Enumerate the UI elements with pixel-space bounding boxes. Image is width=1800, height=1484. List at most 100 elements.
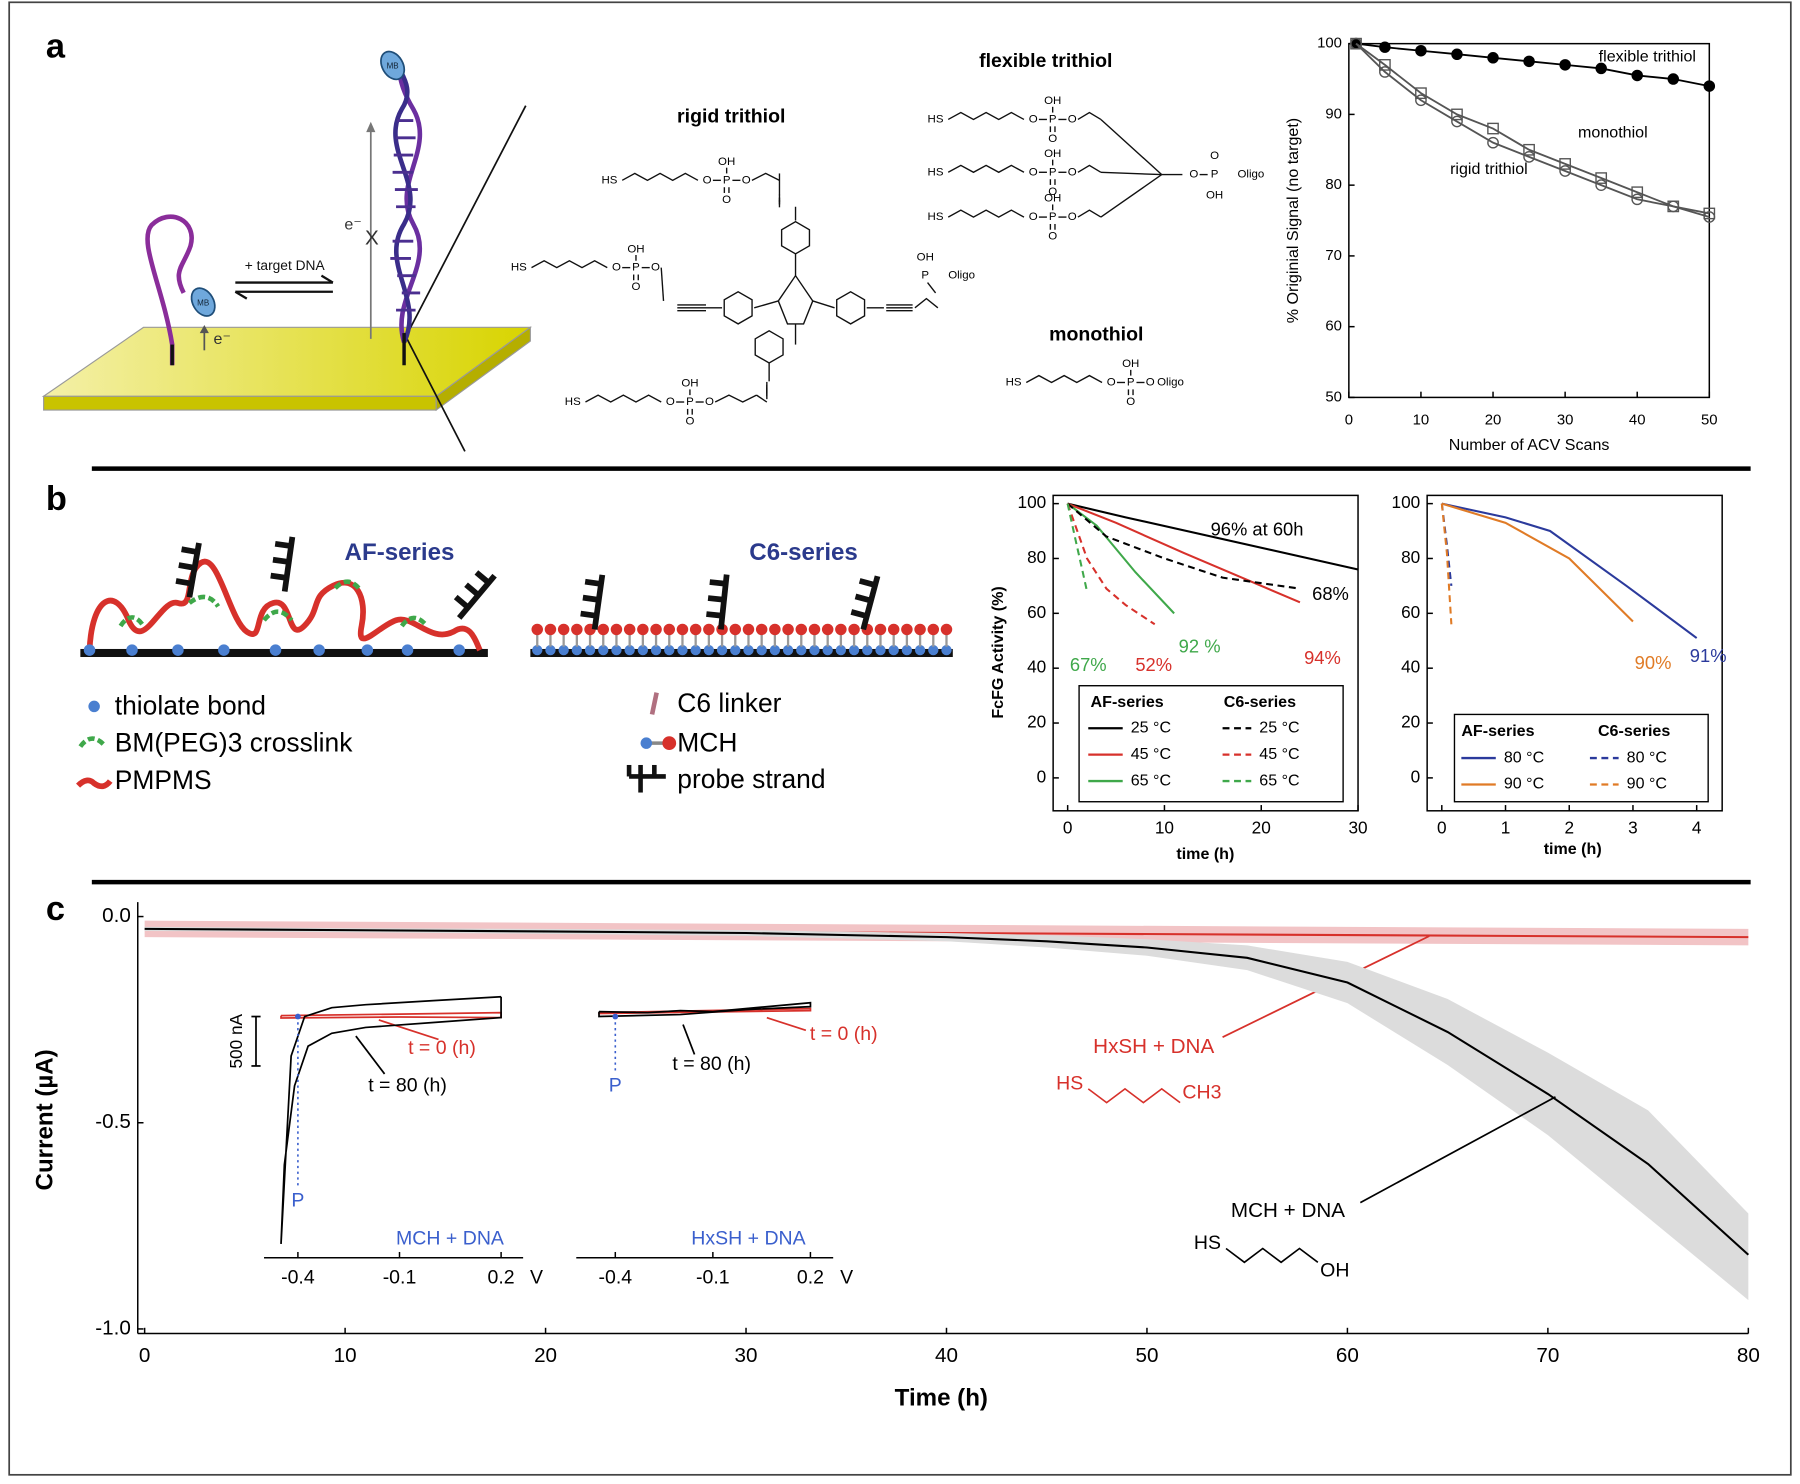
atom-label: Oligo: [1238, 169, 1265, 181]
marker: [1451, 108, 1463, 121]
legend-label: 80 °C: [1627, 748, 1667, 766]
surface-atom: [313, 644, 325, 656]
surface-atom: [730, 644, 741, 656]
atom-label: OH: [718, 156, 735, 168]
ring: [723, 290, 753, 325]
surface-atom: [532, 644, 543, 656]
bond: [1077, 209, 1102, 218]
series-label: MCH + DNA: [1231, 1199, 1345, 1222]
atom-label: OH: [681, 378, 698, 390]
surface-atom: [610, 623, 623, 636]
x-tick-label: -0.1: [696, 1267, 730, 1289]
marker: [1379, 41, 1391, 53]
x-tick-label: 10: [334, 1344, 357, 1367]
surface-atom: [703, 623, 715, 636]
x-tick-label: 0.2: [488, 1267, 515, 1289]
y-tick-label: 60: [1027, 602, 1046, 622]
atom-label: P: [1211, 169, 1219, 181]
surface-atom: [941, 644, 952, 656]
legend-label: PMPMS: [115, 765, 212, 795]
surface-atom: [835, 623, 847, 636]
atom-label: P: [1127, 377, 1135, 389]
atom-label: P: [1049, 166, 1057, 178]
surface-atom: [663, 623, 675, 636]
y-tick-label: 60: [1325, 318, 1342, 335]
y-axis-label: Current (µA): [31, 1049, 58, 1190]
atom-label: OH: [1044, 148, 1061, 160]
probe-bar: [706, 611, 723, 619]
atom-label: O: [1189, 169, 1198, 181]
series-label: flexible trithiol: [1599, 48, 1696, 66]
marker: [1631, 69, 1643, 82]
annotation: 96% at 60h: [1211, 519, 1304, 540]
surface-atom: [808, 623, 821, 636]
probe-bar: [453, 594, 470, 610]
ring: [780, 220, 811, 255]
atom-label: O: [1068, 113, 1077, 125]
series-line: [598, 1001, 812, 1018]
surface-schematic: [80, 536, 953, 658]
series-label: rigid trithiol: [1450, 160, 1528, 178]
series-line: [1441, 502, 1634, 623]
surface-atom: [862, 644, 873, 656]
probe-bar: [707, 595, 725, 603]
series-label: t = 80 (h): [368, 1075, 447, 1097]
legend-label: 45 °C: [1131, 745, 1171, 763]
y-tick-label: 0: [1411, 766, 1421, 786]
atom-label: HS: [565, 396, 581, 408]
marker-label: P: [609, 1075, 622, 1097]
x-tick-label: 20: [1485, 411, 1502, 428]
x-axis-label: Number of ACV Scans: [1449, 436, 1610, 454]
atom-label: HS: [928, 113, 944, 125]
callout-line: [355, 1035, 386, 1075]
bond: [621, 172, 699, 182]
marker: [1523, 55, 1535, 68]
x-tick-label: 1: [1501, 818, 1511, 838]
marker: [1451, 115, 1463, 128]
y-tick-label: 100: [1317, 35, 1342, 52]
atom-label: O: [705, 396, 714, 408]
surface-atom: [544, 623, 557, 636]
series-label: t = 0 (h): [810, 1023, 878, 1045]
electron-label: e⁻: [344, 215, 361, 233]
x-tick-label: 50: [1135, 1344, 1158, 1367]
x-tick-label: 0: [1345, 411, 1353, 428]
y-tick-label: 80: [1325, 176, 1342, 193]
legend-title: AF-series: [1461, 722, 1534, 740]
x-tick-label: 30: [1348, 818, 1367, 838]
bond: [927, 282, 937, 294]
marker: [1595, 179, 1608, 192]
atom-label: O: [666, 396, 675, 408]
x-tick-label: 40: [1629, 411, 1646, 428]
y-axis-label: % Originial Signal (no target): [1284, 118, 1302, 323]
atom-label: HS: [602, 174, 618, 186]
surface-atom: [361, 644, 374, 656]
probe-bar: [709, 579, 727, 587]
bond: [1100, 171, 1162, 176]
atom-label: P: [1049, 113, 1057, 125]
marker: [1487, 122, 1499, 135]
surface-atom: [888, 644, 899, 656]
surface-name: C6-series: [749, 539, 858, 566]
surface-atom: [874, 623, 887, 636]
x-tick-label: 20: [1252, 818, 1271, 838]
y-tick-label: 50: [1325, 388, 1342, 405]
legend-label: BM(PEG)3 crosslink: [115, 727, 353, 757]
marker: [1559, 59, 1571, 71]
potential-dot: [295, 1013, 301, 1020]
surface-atom: [782, 623, 794, 636]
surface-atom: [650, 623, 662, 636]
y-tick-label: 80: [1027, 547, 1046, 567]
atom-label: O: [1048, 133, 1057, 145]
legend-label: 90 °C: [1627, 775, 1667, 793]
series-line: [1066, 502, 1301, 590]
x-tick-label: 60: [1336, 1344, 1359, 1367]
atom-label: Oligo: [1157, 377, 1184, 389]
marker-label: P: [291, 1190, 304, 1212]
atom-label: HS: [928, 166, 944, 178]
annotation: 52%: [1135, 654, 1172, 675]
surface-atom: [677, 644, 688, 656]
bond: [947, 111, 1025, 121]
surface-atom: [401, 644, 414, 656]
x-tick-label: 4: [1692, 818, 1702, 838]
